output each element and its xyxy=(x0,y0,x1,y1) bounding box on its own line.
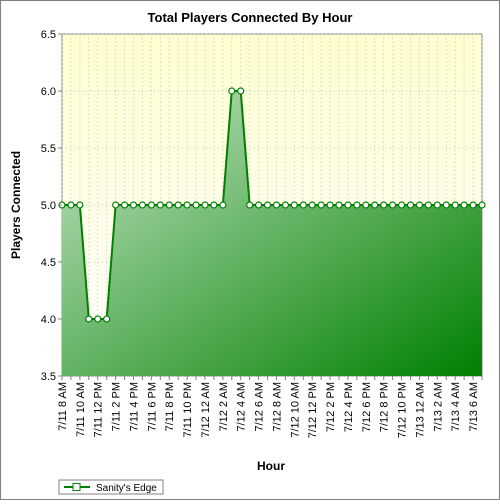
data-point xyxy=(424,201,432,209)
data-point xyxy=(299,201,307,209)
x-tick-label: 7/11 8 PM xyxy=(164,382,176,431)
data-point xyxy=(103,315,111,323)
x-tick-label: 7/12 6 PM xyxy=(361,382,373,432)
x-tick-label: 7/12 10 PM xyxy=(397,382,409,438)
data-point xyxy=(451,201,459,209)
x-tick-label: 7/12 8 PM xyxy=(379,382,391,432)
data-point xyxy=(120,201,129,209)
y-tick-label: 5.5 xyxy=(41,143,56,155)
x-tick-label: 7/12 10 AM xyxy=(289,382,301,438)
data-point xyxy=(165,201,173,209)
data-point xyxy=(228,87,236,95)
x-tick-label: 7/12 2 AM xyxy=(218,382,230,432)
x-tick-label: 7/11 10 AM xyxy=(75,382,87,437)
x-tick-label: 7/12 4 AM xyxy=(236,382,248,432)
x-tick-label: 7/13 4 AM xyxy=(450,382,462,432)
data-point xyxy=(442,201,450,209)
x-tick-label: 7/12 6 AM xyxy=(254,382,266,432)
data-point xyxy=(353,201,361,209)
data-point xyxy=(246,201,254,209)
x-tick-label: 7/11 4 PM xyxy=(128,382,140,431)
data-point xyxy=(362,201,370,209)
x-tick-label: 7/12 4 PM xyxy=(343,382,355,432)
x-tick-label: 7/11 6 PM xyxy=(146,382,158,431)
data-point xyxy=(156,201,164,209)
data-point xyxy=(237,87,245,95)
data-point xyxy=(201,201,209,209)
data-point xyxy=(478,201,486,209)
data-point xyxy=(335,201,343,209)
data-point xyxy=(85,315,93,323)
data-point xyxy=(254,201,263,209)
x-tick-label: 7/11 12 PM xyxy=(93,382,105,437)
data-point xyxy=(371,201,379,209)
data-point xyxy=(281,201,290,209)
x-tick-label: 7/11 8 AM xyxy=(57,382,69,431)
data-point xyxy=(67,201,75,209)
data-point xyxy=(147,201,155,209)
data-point xyxy=(129,201,138,209)
legend-label: Sanity's Edge xyxy=(96,483,157,494)
x-tick-label: 7/12 12 AM xyxy=(200,382,212,438)
data-point xyxy=(272,201,281,209)
x-tick-label: 7/11 2 PM xyxy=(111,382,123,431)
data-point xyxy=(308,201,316,209)
data-point xyxy=(210,201,218,209)
data-point xyxy=(112,201,120,209)
x-tick-label: 7/12 8 AM xyxy=(271,382,283,432)
y-tick-label: 5.0 xyxy=(41,200,56,212)
data-point xyxy=(183,201,191,209)
data-point xyxy=(406,201,415,209)
x-tick-label: 7/13 12 AM xyxy=(414,382,426,438)
data-point xyxy=(397,201,406,209)
x-tick-label: 7/12 12 PM xyxy=(307,382,319,438)
y-axis-label: Players Connected xyxy=(9,151,23,259)
marker-layer xyxy=(58,87,486,323)
y-tick-label: 6.5 xyxy=(41,29,56,41)
data-point xyxy=(174,201,182,209)
y-tick-label: 4.0 xyxy=(41,314,56,326)
y-tick-label: 3.5 xyxy=(41,371,56,383)
data-point xyxy=(138,201,147,209)
y-tick-label: 4.5 xyxy=(41,257,56,269)
data-point xyxy=(344,201,352,209)
data-point xyxy=(460,201,468,209)
x-tick-labels: 7/11 8 AM 7/11 10 AM 7/11 12 PM 7/11 2 PM 7/… xyxy=(57,376,483,438)
legend-marker-swatch xyxy=(72,483,81,491)
legend-box xyxy=(58,479,164,495)
data-point xyxy=(263,201,272,209)
y-tick-label: 6.0 xyxy=(41,86,56,98)
data-point xyxy=(433,201,441,209)
data-point xyxy=(415,201,424,209)
chart-title: Total Players Connected By Hour xyxy=(148,10,353,25)
y-tick-labels: 3.5 4.0 4.5 5.0 5.5 6.0 6.5 xyxy=(41,29,62,383)
series-area xyxy=(62,91,482,376)
x-tick-label: 7/12 2 PM xyxy=(325,382,337,432)
data-point xyxy=(219,201,227,209)
data-point xyxy=(290,201,298,209)
data-point xyxy=(192,201,200,209)
data-point xyxy=(469,201,477,209)
legend: Sanity's Edge xyxy=(58,479,164,495)
data-point xyxy=(389,201,397,209)
data-point xyxy=(94,315,102,323)
data-point xyxy=(380,201,388,209)
data-point xyxy=(326,201,334,209)
x-tick-label: 7/13 6 AM xyxy=(468,382,480,432)
data-point xyxy=(76,201,84,209)
x-tick-label: 7/13 2 AM xyxy=(432,382,444,432)
x-axis-label: Hour xyxy=(257,459,285,473)
data-point xyxy=(317,201,325,209)
x-tick-label: 7/11 10 PM xyxy=(182,382,194,437)
